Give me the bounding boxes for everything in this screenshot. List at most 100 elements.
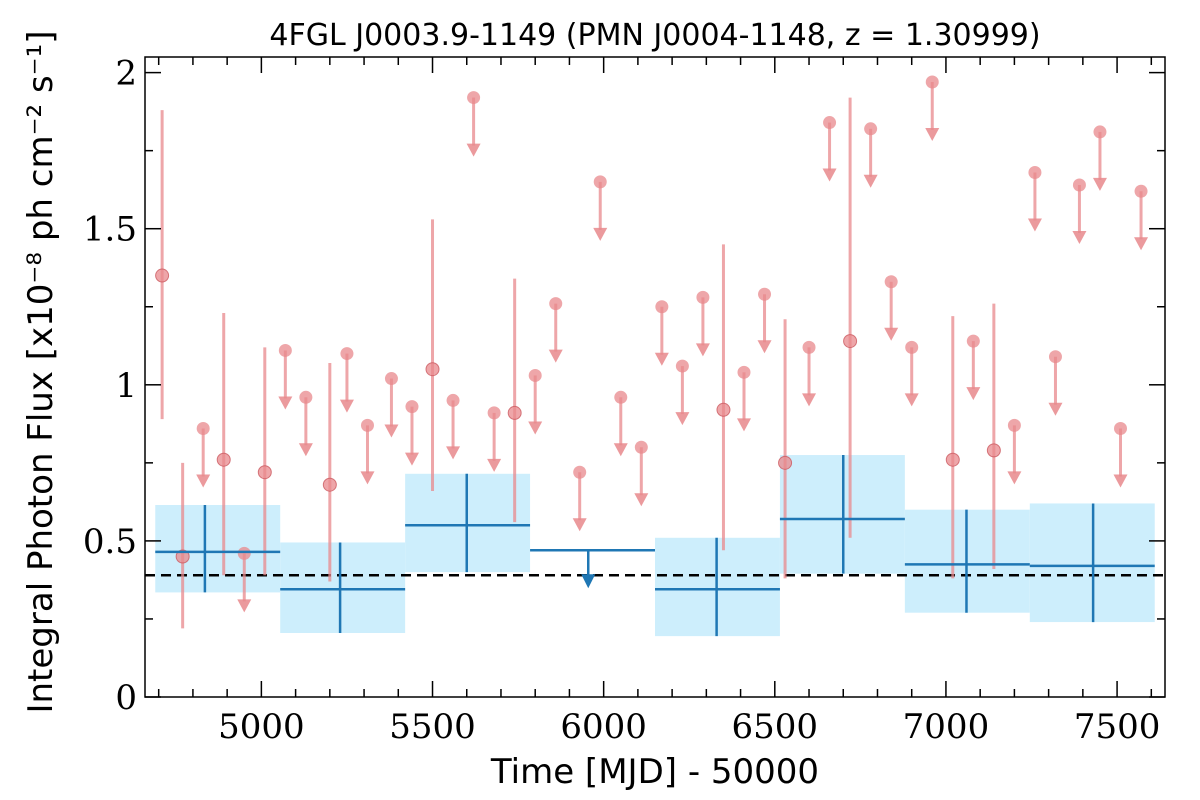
short-bin-upper-limit-2: [278, 343, 293, 410]
upper-limit-marker-28: [966, 334, 980, 348]
short-bin-detection-2: [216, 313, 231, 576]
upper-limit-arrow-32: [1072, 231, 1087, 244]
long-bin-band-0: [155, 505, 281, 593]
y-tick-label-4: 2: [115, 54, 137, 94]
upper-limit-arrow-24: [863, 174, 878, 188]
upper-limit-marker-31: [1048, 350, 1062, 364]
upper-limit-arrow-12: [548, 349, 563, 363]
short-bin-upper-limit-28: [966, 334, 981, 401]
short-bin-upper-limit-34: [1113, 422, 1128, 488]
short-bin-upper-limits: [196, 75, 1149, 613]
upper-limit-arrow-1: [237, 599, 252, 613]
upper-limit-marker-7: [405, 400, 419, 414]
short-bin-upper-limit-5: [360, 418, 375, 485]
upper-limit-marker-34: [1114, 422, 1128, 436]
upper-limit-marker-5: [360, 418, 374, 432]
upper-limit-marker-19: [696, 290, 710, 304]
upper-limit-marker-18: [675, 359, 689, 373]
upper-limit-arrow-11: [528, 421, 543, 435]
long-bin-point-2: [405, 473, 531, 573]
upper-limit-marker-4: [340, 347, 354, 361]
plot-frame: [144, 56, 1166, 698]
upper-limit-arrow-4: [339, 399, 354, 413]
upper-limit-arrow-20: [736, 418, 751, 432]
long-bin-points: [155, 455, 1155, 637]
upper-limit-marker-1: [237, 546, 251, 560]
upper-limit-arrow-8: [446, 446, 461, 460]
short-bin-detections: [155, 97, 1001, 629]
long-bin-point-5: [904, 509, 1030, 613]
upper-limit-arrow-6: [384, 424, 399, 438]
short-bin-upper-limit-20: [736, 365, 751, 432]
short-bin-upper-limit-14: [593, 175, 608, 241]
upper-limit-marker-12: [549, 297, 563, 311]
short-bin-upper-limit-30: [1027, 166, 1042, 232]
short-bin-upper-limit-18: [675, 359, 690, 426]
upper-limit-arrow-23: [822, 168, 837, 182]
upper-limit-marker-13: [573, 465, 587, 479]
short-bin-detection-3: [257, 347, 272, 576]
upper-limit-marker-16: [634, 440, 648, 454]
upper-limit-marker-9: [467, 91, 481, 105]
upper-limit-marker-32: [1072, 178, 1086, 192]
upper-limit-arrow-34: [1113, 474, 1128, 488]
short-bin-upper-limit-24: [863, 122, 878, 188]
long-bin-band-1: [280, 542, 406, 633]
y-tick-label-0: 0: [115, 678, 137, 718]
short-bin-detection-4: [322, 362, 337, 582]
short-bin-upper-limit-3: [298, 390, 313, 457]
short-bin-upper-limit-25: [884, 275, 899, 341]
short-bin-upper-limit-11: [528, 368, 543, 435]
long-bin-upper-limit-0: [530, 549, 655, 589]
upper-limit-arrow-33: [1092, 177, 1107, 191]
upper-limit-arrow-27: [925, 127, 940, 141]
long-bin-point-1: [280, 542, 406, 633]
upper-limit-marker-21: [758, 287, 772, 301]
upper-limit-marker-29: [1007, 418, 1021, 432]
upper-limit-arrow-7: [404, 452, 419, 466]
upper-limit-arrow-18: [675, 412, 690, 426]
upper-limit-arrow-3: [298, 443, 313, 457]
upper-limit-marker-33: [1093, 125, 1107, 139]
upper-limit-marker-11: [528, 368, 542, 382]
upper-limit-marker-22: [802, 340, 816, 354]
upper-limit-marker-20: [737, 365, 751, 379]
short-bin-marker-11: [986, 443, 1001, 458]
y-tick-label-2: 1: [115, 366, 137, 406]
short-bin-upper-limit-9: [466, 91, 481, 157]
upper-limit-marker-8: [446, 393, 460, 407]
short-bin-upper-limit-16: [634, 440, 649, 507]
upper-limit-marker-10: [487, 406, 501, 420]
y-tick-labels: 0 0.5 1 1.5 2: [83, 54, 137, 718]
x-tick-label-5: 7500: [1074, 707, 1161, 747]
short-bin-upper-limit-7: [404, 400, 419, 466]
long-bin-bands: [155, 455, 1155, 637]
upper-limit-arrow-30: [1027, 218, 1042, 232]
short-bin-upper-limit-1: [237, 546, 252, 613]
short-bin-upper-limit-29: [1007, 418, 1022, 485]
upper-limit-arrow-14: [593, 227, 608, 241]
upper-limit-marker-24: [864, 122, 878, 136]
short-bin-detection-0: [155, 110, 170, 420]
upper-limit-arrow-17: [654, 352, 669, 366]
upper-limit-arrow-22: [802, 393, 817, 407]
upper-limit-arrow-19: [695, 343, 710, 357]
upper-limit-marker-15: [614, 390, 628, 404]
short-bin-marker-1: [175, 549, 190, 564]
short-bin-marker-7: [716, 402, 731, 417]
x-tick-labels: 5000 5500 6000 6500 7000 7500: [218, 707, 1160, 747]
upper-limit-marker-17: [655, 300, 669, 314]
upper-limit-marker-6: [384, 372, 398, 386]
upper-limit-arrow-0: [196, 474, 211, 488]
y-axis-label: Integral Photon Flux [x10⁻⁸ ph cm⁻² s⁻¹]: [21, 30, 61, 713]
upper-limit-marker-23: [823, 116, 837, 130]
x-tick-label-0: 5000: [218, 707, 305, 747]
short-bin-upper-limit-15: [613, 390, 628, 457]
upper-limit-arrow-25: [884, 327, 899, 341]
short-bin-upper-limit-17: [654, 300, 669, 366]
short-bin-upper-limit-27: [925, 75, 940, 141]
upper-limit-arrow-16: [634, 493, 649, 507]
short-bin-detection-5: [425, 219, 440, 491]
short-bin-detection-9: [843, 97, 858, 538]
y-tick-label-3: 1.5: [83, 210, 137, 250]
